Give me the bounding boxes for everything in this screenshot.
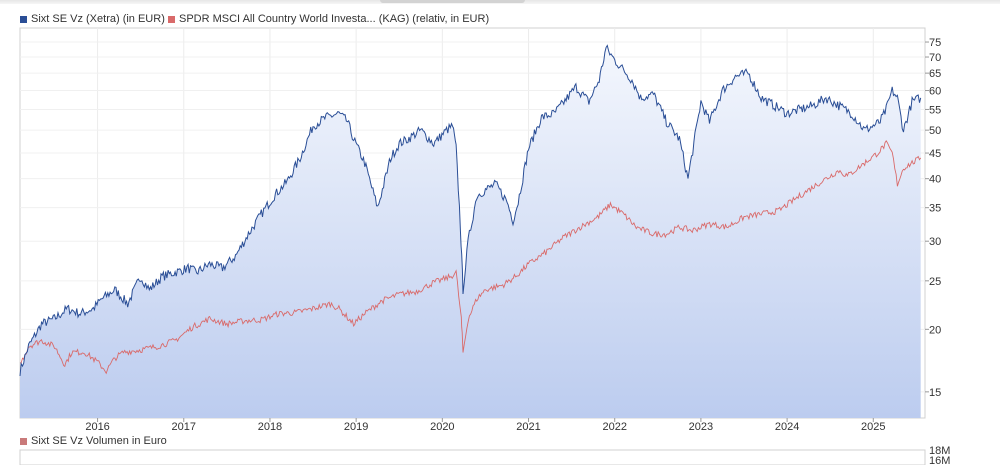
- legend-swatch-spdr: [168, 15, 175, 23]
- x-tick-label: 2017: [172, 421, 196, 433]
- legend-swatch-volume: [20, 437, 27, 445]
- y-tick-label: 20: [929, 324, 941, 336]
- legend-label-volume: Sixt SE Vz Volumen in Euro: [31, 435, 167, 447]
- legend-item-volume[interactable]: Sixt SE Vz Volumen in Euro: [20, 435, 167, 447]
- series-area-sixt: [20, 45, 921, 418]
- x-tick-label: 2024: [775, 421, 799, 433]
- legend-item-spdr[interactable]: SPDR MSCI All Country World Investa... (…: [168, 13, 489, 25]
- toolbar-tab[interactable]: [380, 0, 525, 3]
- y-tick-label: 65: [929, 68, 941, 80]
- y-tick-label: 60: [929, 86, 941, 98]
- legend-swatch-sixt: [20, 15, 27, 23]
- y-tick-label: 45: [929, 148, 941, 160]
- y-tick-label: 40: [929, 174, 941, 186]
- volume-panel: [19, 449, 926, 465]
- legend-label-sixt: Sixt SE Vz (Xetra) (in EUR): [31, 13, 165, 25]
- x-tick-label: 2025: [861, 421, 885, 433]
- top-toolbar-strip: [0, 0, 1000, 4]
- y-tick-label: 55: [929, 104, 941, 116]
- x-tick-label: 2021: [516, 421, 540, 433]
- volume-y-tick-label: 18M: [929, 445, 950, 457]
- x-tick-label: 2023: [689, 421, 713, 433]
- volume-y-tick-label: 16M: [929, 455, 950, 465]
- x-tick-label: 2020: [430, 421, 454, 433]
- y-tick-label: 25: [929, 276, 941, 288]
- series-line-spdr[interactable]: [19, 139, 922, 375]
- y-tick-label: 75: [929, 37, 941, 49]
- legend-item-sixt[interactable]: Sixt SE Vz (Xetra) (in EUR): [20, 13, 165, 25]
- y-tick-label: 30: [929, 236, 941, 248]
- x-tick-label: 2018: [258, 421, 282, 433]
- y-tick-label: 70: [929, 52, 941, 64]
- y-tick-label: 50: [929, 125, 941, 137]
- x-tick-label: 2016: [85, 421, 109, 433]
- y-tick-label: 15: [929, 387, 941, 399]
- legend-label-spdr: SPDR MSCI All Country World Investa... (…: [179, 13, 490, 25]
- y-tick-label: 35: [929, 203, 941, 215]
- series-line-sixt[interactable]: [19, 44, 922, 377]
- x-tick-label: 2022: [602, 421, 626, 433]
- x-tick-label: 2019: [344, 421, 368, 433]
